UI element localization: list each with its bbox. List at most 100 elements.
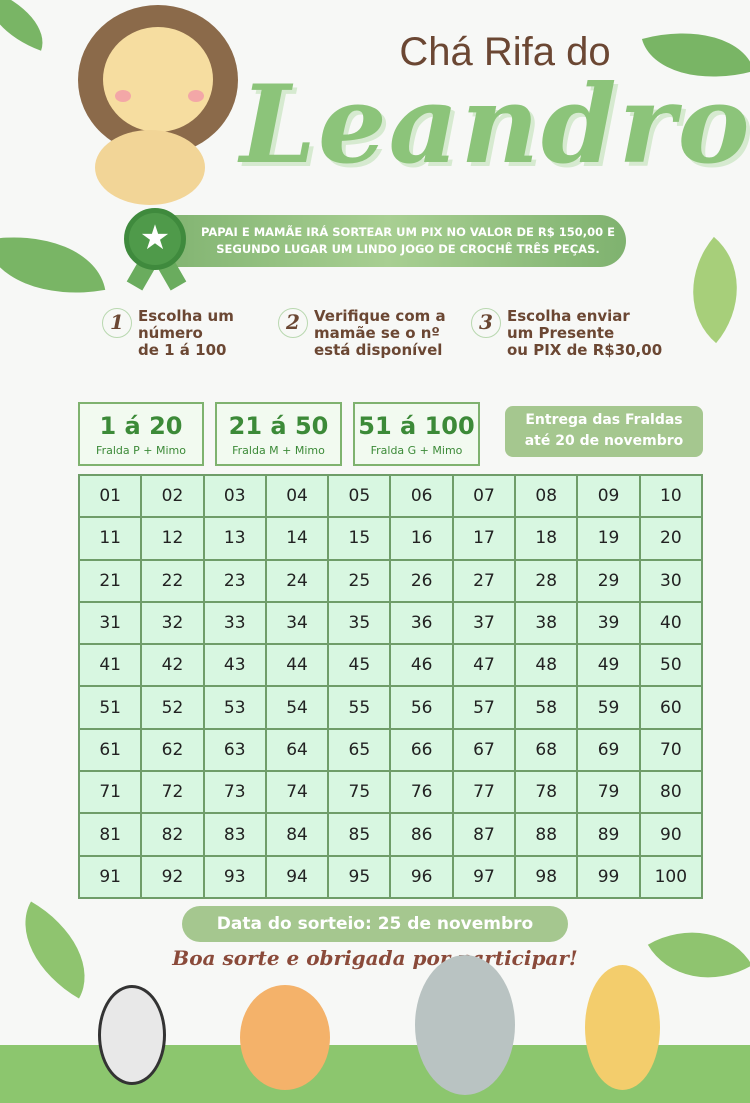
number-cell: 24 xyxy=(265,559,329,602)
number-cell: 95 xyxy=(328,855,391,898)
number-cell: 97 xyxy=(452,855,516,898)
number-cell: 39 xyxy=(577,601,640,645)
number-cell: 52 xyxy=(141,686,204,729)
delivery-line-2: até 20 de novembro xyxy=(524,433,684,449)
number-cell: 60 xyxy=(639,686,702,729)
number-cell: 68 xyxy=(515,728,578,772)
number-cell: 88 xyxy=(515,813,578,856)
star-badge-icon: ★ xyxy=(124,208,186,270)
number-cell: 72 xyxy=(141,771,204,814)
step-text: Escolha enviar xyxy=(507,307,630,325)
baby-name-title: Leandro xyxy=(240,62,750,188)
number-cell: 82 xyxy=(141,813,204,856)
step-number: 2 xyxy=(278,308,308,338)
range-desc: Fralda P + Mimo xyxy=(96,444,186,457)
number-cell: 71 xyxy=(79,771,142,814)
number-cell: 16 xyxy=(390,517,453,560)
number-cell: 63 xyxy=(203,728,266,772)
step-text: mamãe se o nº xyxy=(314,324,440,342)
number-cell: 65 xyxy=(328,728,391,772)
number-cell: 96 xyxy=(390,855,453,898)
number-cell: 56 xyxy=(390,686,453,729)
number-cell: 17 xyxy=(452,517,516,560)
step-3: 3 Escolha enviar um Presente ou PIX de R$3… xyxy=(471,308,662,359)
number-cell: 74 xyxy=(265,771,329,814)
number-cell: 29 xyxy=(577,559,640,602)
prize-line-2: SEGUNDO LUGAR UM LINDO JOGO DE CROCHÊ TR… xyxy=(216,242,600,256)
number-cell: 37 xyxy=(452,601,516,645)
number-cell: 07 xyxy=(452,475,516,518)
number-cell: 85 xyxy=(328,813,391,856)
number-cell: 89 xyxy=(577,813,640,856)
number-cell: 51 xyxy=(79,686,142,729)
number-cell: 94 xyxy=(265,855,329,898)
number-cell: 46 xyxy=(390,644,453,687)
number-cell: 98 xyxy=(515,855,578,898)
number-cell: 18 xyxy=(515,517,578,560)
number-cell: 67 xyxy=(452,728,516,772)
number-cell: 59 xyxy=(577,686,640,729)
number-cell: 43 xyxy=(203,644,266,687)
number-cell: 61 xyxy=(79,728,142,772)
hippo-illustration xyxy=(415,955,515,1095)
number-cell: 80 xyxy=(639,771,702,814)
draw-date: Data do sorteio: 25 de novembro xyxy=(182,906,568,942)
number-cell: 57 xyxy=(452,686,516,729)
step-number: 1 xyxy=(102,308,132,338)
range-box-2: 21 á 50 Fralda M + Mimo xyxy=(215,402,342,466)
number-cell: 31 xyxy=(79,601,142,645)
range-desc: Fralda M + Mimo xyxy=(232,444,325,457)
number-cell: 83 xyxy=(203,813,266,856)
number-cell: 15 xyxy=(328,517,391,560)
number-cell: 78 xyxy=(515,771,578,814)
number-cell: 34 xyxy=(265,601,329,645)
number-cell: 12 xyxy=(141,517,204,560)
number-cell: 10 xyxy=(639,475,702,518)
delivery-line-1: Entrega das Fraldas xyxy=(525,412,683,428)
number-cell: 22 xyxy=(141,559,204,602)
number-cell: 84 xyxy=(265,813,329,856)
number-cell: 66 xyxy=(390,728,453,772)
range-label: 51 á 100 xyxy=(358,412,475,440)
step-text: número xyxy=(138,324,203,342)
step-text: Verifique com a xyxy=(314,307,446,325)
number-cell: 05 xyxy=(328,475,391,518)
number-cell: 14 xyxy=(265,517,329,560)
number-cell: 21 xyxy=(79,559,142,602)
number-cell: 06 xyxy=(390,475,453,518)
number-cell: 87 xyxy=(452,813,516,856)
number-cell: 100 xyxy=(639,855,702,898)
number-cell: 32 xyxy=(141,601,204,645)
number-cell: 20 xyxy=(639,517,702,560)
number-cell: 01 xyxy=(79,475,142,518)
number-cell: 73 xyxy=(203,771,266,814)
number-cell: 76 xyxy=(390,771,453,814)
number-cell: 99 xyxy=(577,855,640,898)
number-cell: 28 xyxy=(515,559,578,602)
number-cell: 36 xyxy=(390,601,453,645)
number-cell: 40 xyxy=(639,601,702,645)
number-cell: 77 xyxy=(452,771,516,814)
step-text: está disponível xyxy=(314,341,443,359)
prize-banner: PAPAI E MAMÃE IRÁ SORTEAR UM PIX NO VALO… xyxy=(150,215,626,267)
step-number: 3 xyxy=(471,308,501,338)
number-cell: 04 xyxy=(265,475,329,518)
leaf-decoration xyxy=(662,236,750,344)
step-1: 1 Escolha um número de 1 á 100 xyxy=(102,308,234,359)
step-text: ou PIX de R$30,00 xyxy=(507,341,663,359)
number-cell: 70 xyxy=(639,728,702,772)
number-cell: 91 xyxy=(79,855,142,898)
number-cell: 11 xyxy=(79,517,142,560)
number-cell: 48 xyxy=(515,644,578,687)
prize-line-1: PAPAI E MAMÃE IRÁ SORTEAR UM PIX NO VALO… xyxy=(201,225,615,239)
range-desc: Fralda G + Mimo xyxy=(370,444,463,457)
pretitle: Chá Rifa do xyxy=(399,30,611,74)
number-cell: 81 xyxy=(79,813,142,856)
number-cell: 03 xyxy=(203,475,266,518)
range-box-1: 1 á 20 Fralda P + Mimo xyxy=(78,402,204,466)
number-grid: 01 02 03 04 05 06 07 08 09 10 11 12 13 14 15 16 17 18 19 20… xyxy=(78,474,703,899)
number-cell: 50 xyxy=(639,644,702,687)
tiger-illustration xyxy=(240,985,330,1090)
number-cell: 53 xyxy=(203,686,266,729)
number-cell: 27 xyxy=(452,559,516,602)
